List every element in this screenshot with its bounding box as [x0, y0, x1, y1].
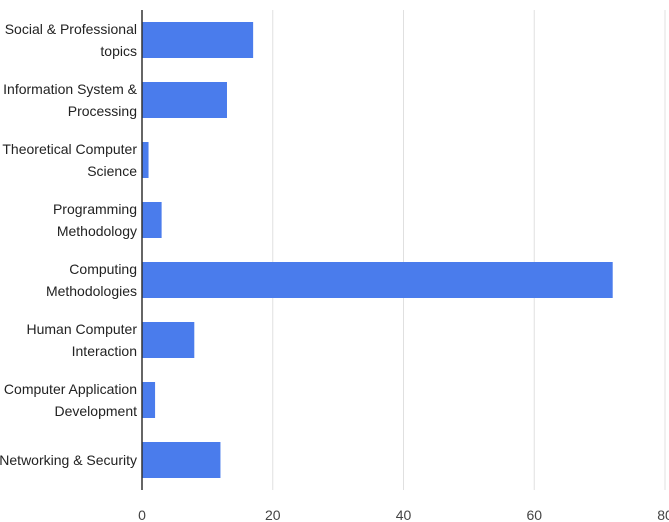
- category-labels: Social & Professional topics Information S…: [0, 21, 138, 468]
- x-tick-label: 60: [526, 507, 542, 522]
- bar: [142, 82, 227, 118]
- category-label: Theoretical Computer Science: [2, 141, 137, 179]
- gridlines: [272, 10, 666, 490]
- bar: [142, 382, 156, 418]
- bar: [142, 442, 221, 478]
- bar: [142, 322, 195, 358]
- category-label: Information System & Processing: [3, 81, 137, 119]
- category-label: Computing Methodologies: [46, 261, 137, 299]
- x-tick-label: 0: [138, 507, 146, 522]
- category-label: Human Computer Interaction: [27, 321, 138, 359]
- bar: [142, 202, 162, 238]
- bar: [142, 262, 613, 298]
- x-tick-labels: 0 20 40 60 80: [138, 507, 669, 522]
- x-tick-label: 20: [265, 507, 281, 522]
- category-label: Social & Professional topics: [5, 21, 137, 59]
- category-label: Programming Methodology: [53, 201, 137, 239]
- category-label: Computer Application Development: [4, 381, 137, 419]
- category-label: Networking & Security: [0, 452, 137, 468]
- bar: [142, 22, 254, 58]
- x-tick-label: 40: [396, 507, 412, 522]
- bar: [142, 142, 149, 178]
- x-tick-label: 80: [657, 507, 669, 522]
- bars: [142, 22, 613, 478]
